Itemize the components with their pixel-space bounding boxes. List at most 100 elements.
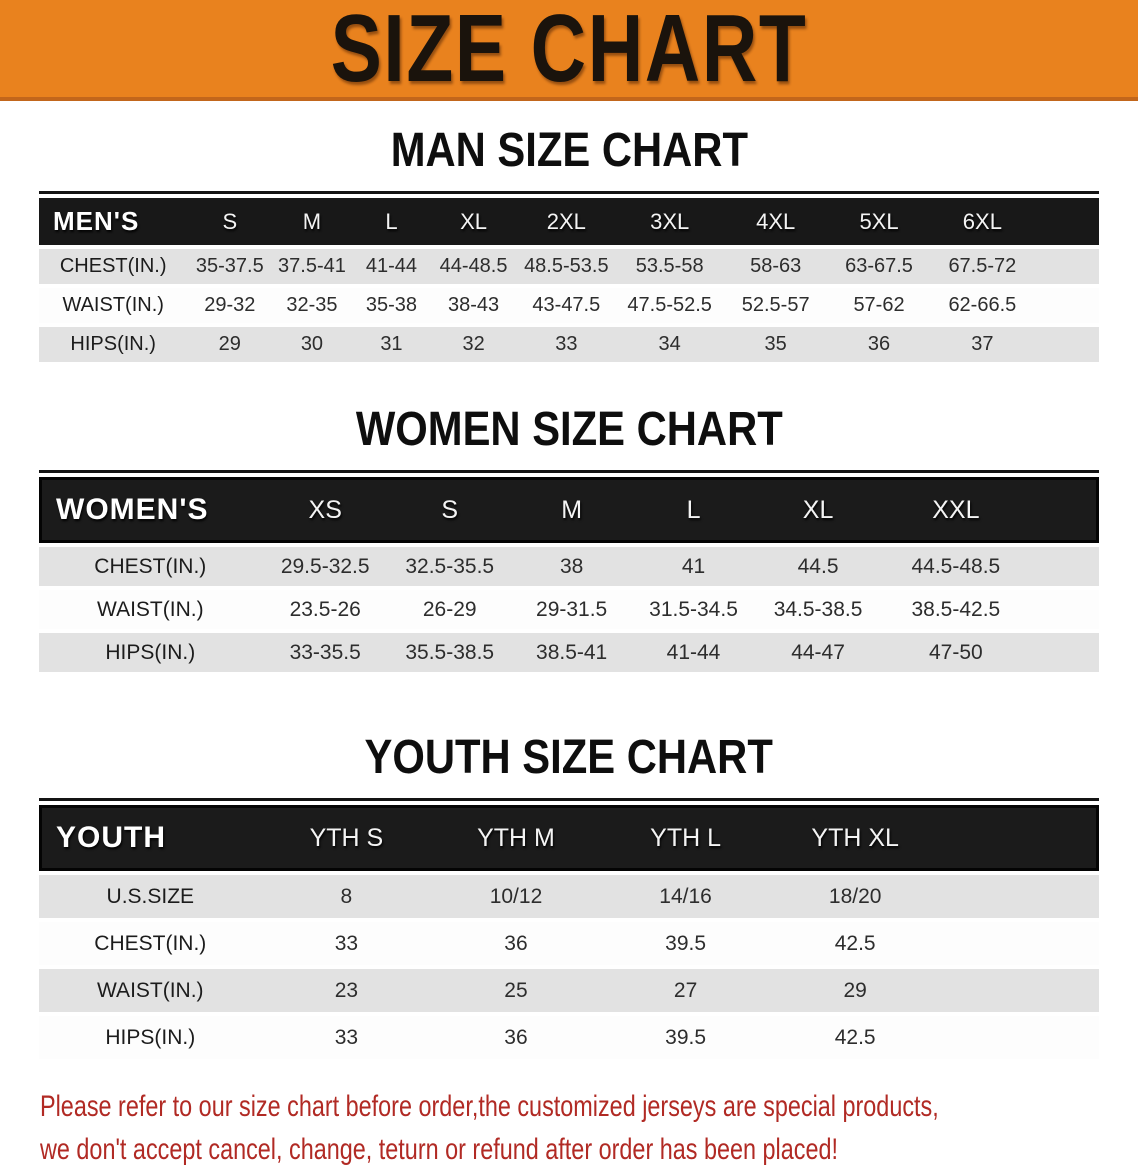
measurement-value: 48.5-53.5 [515,249,617,284]
size-column-header: 6XL [929,198,1036,245]
measurement-value: 14/16 [600,875,771,918]
disclaimer-line-1: Please refer to our size chart before or… [40,1090,939,1123]
spacer-cell [939,922,1099,965]
measurement-value: 29-31.5 [510,590,633,629]
measurement-value: 10/12 [431,875,601,918]
disclaimer: Please refer to our size chart before or… [40,1085,1138,1171]
spacer-cell [1035,198,1099,245]
spacer-cell [1035,327,1099,362]
size-column-header: S [187,198,273,245]
mens-size-table: MEN'S S M L XL 2XL 3XL 4XL 5XL 6XL CHEST(IN.) 35-3… [39,191,1099,366]
size-column-header: L [632,477,755,543]
measurement-label: CHEST(IN.) [39,547,262,586]
women-section-heading-text: WOMEN SIZE CHART [355,403,783,456]
measurement-value: 41 [632,547,755,586]
measurement-label: HIPS(IN.) [39,1016,262,1059]
youth-size-table: YOUTH YTH S YTH M YTH L YTH XL U.S.SIZE 8 10/1… [39,798,1099,1063]
measurement-value: 23.5-26 [261,590,389,629]
size-column-header: YTH S [261,805,432,871]
measurement-value: 26-29 [388,590,511,629]
measurement-value: 29 [770,969,940,1012]
size-column-header: YTH M [431,805,601,871]
measurement-row: HIPS(IN.) 29 30 31 32 33 34 35 36 37 [39,327,1099,362]
measurement-value: 39.5 [600,1016,771,1059]
measurement-value: 34 [616,327,723,362]
measurement-row: WAIST(IN.) 23.5-26 26-29 29-31.5 31.5-34.5 34… [39,590,1099,629]
measurement-value: 37 [929,327,1036,362]
measurement-value: 47.5-52.5 [616,288,723,323]
measurement-value: 30 [272,327,352,362]
measurement-value: 35-38 [351,288,432,323]
measurement-value: 36 [828,327,930,362]
measurement-row: WAIST(IN.) 23 25 27 29 [39,969,1099,1012]
size-column-header: M [510,477,633,543]
measurement-value: 41-44 [351,249,432,284]
size-table-header-row: MEN'S S M L XL 2XL 3XL 4XL 5XL 6XL [39,198,1099,245]
measurement-value: 38-43 [431,288,516,323]
measurement-value: 41-44 [632,633,755,672]
womens-size-table: WOMEN'S XS S M L XL XXL CHEST(IN.) 29.5-32.5 32.… [39,470,1099,676]
size-column-header: XS [261,477,389,543]
banner: SIZE CHART [0,0,1138,101]
measurement-value: 35 [722,327,829,362]
measurement-value: 36 [431,1016,601,1059]
measurement-value: 29 [187,327,273,362]
measurement-value: 62-66.5 [929,288,1036,323]
measurement-value: 32 [431,327,516,362]
size-column-header: YTH XL [770,805,940,871]
measurement-value: 32.5-35.5 [388,547,511,586]
measurement-label: HIPS(IN.) [39,327,188,362]
size-column-header: 2XL [515,198,617,245]
youth-section-heading: YOUTH SIZE CHART [0,734,1138,782]
men-section-heading: MAN SIZE CHART [0,127,1138,175]
measurement-value: 36 [431,922,601,965]
measurement-value: 44.5-48.5 [881,547,1031,586]
measurement-label: WAIST(IN.) [39,590,262,629]
measurement-value: 18/20 [770,875,940,918]
measurement-value: 34.5-38.5 [754,590,882,629]
measurement-row: WAIST(IN.) 29-32 32-35 35-38 38-43 43-47.5 47.… [39,288,1099,323]
measurement-value: 58-63 [722,249,829,284]
women-section-heading: WOMEN SIZE CHART [0,406,1138,454]
measurement-value: 42.5 [770,1016,940,1059]
measurement-value: 35.5-38.5 [388,633,511,672]
measurement-value: 27 [600,969,771,1012]
measurement-row: HIPS(IN.) 33-35.5 35.5-38.5 38.5-41 41-44 44-… [39,633,1099,672]
table-corner-label: YOUTH [39,805,262,871]
measurement-value: 38.5-41 [510,633,633,672]
measurement-value: 67.5-72 [929,249,1036,284]
measurement-value: 33 [261,1016,432,1059]
measurement-value: 31 [351,327,432,362]
spacer-cell [1030,477,1099,543]
spacer-cell [1030,547,1099,586]
youth-section-heading-text: YOUTH SIZE CHART [364,731,774,784]
size-column-header: 4XL [722,198,829,245]
measurement-value: 44.5 [754,547,882,586]
measurement-value: 52.5-57 [722,288,829,323]
banner-title: SIZE CHART [330,0,808,102]
measurement-value: 44-48.5 [431,249,516,284]
size-column-header: 5XL [828,198,930,245]
size-column-header: XL [431,198,516,245]
measurement-value: 32-35 [272,288,352,323]
size-column-header: XXL [881,477,1031,543]
measurement-value: 42.5 [770,922,940,965]
measurement-value: 57-62 [828,288,930,323]
measurement-value: 29.5-32.5 [261,547,389,586]
measurement-value: 43-47.5 [515,288,617,323]
measurement-label: WAIST(IN.) [39,969,262,1012]
table-corner-label: WOMEN'S [39,477,262,543]
measurement-value: 25 [431,969,601,1012]
measurement-value: 31.5-34.5 [632,590,755,629]
measurement-value: 8 [261,875,432,918]
size-table-header-row: YOUTH YTH S YTH M YTH L YTH XL [39,805,1099,871]
measurement-value: 35-37.5 [187,249,273,284]
measurement-value: 38.5-42.5 [881,590,1031,629]
men-section-heading-text: MAN SIZE CHART [390,124,748,177]
measurement-label: HIPS(IN.) [39,633,262,672]
measurement-row: HIPS(IN.) 33 36 39.5 42.5 [39,1016,1099,1059]
measurement-value: 53.5-58 [616,249,723,284]
spacer-cell [939,875,1099,918]
measurement-row: CHEST(IN.) 35-37.5 37.5-41 41-44 44-48.5 48.5… [39,249,1099,284]
measurement-row: CHEST(IN.) 33 36 39.5 42.5 [39,922,1099,965]
